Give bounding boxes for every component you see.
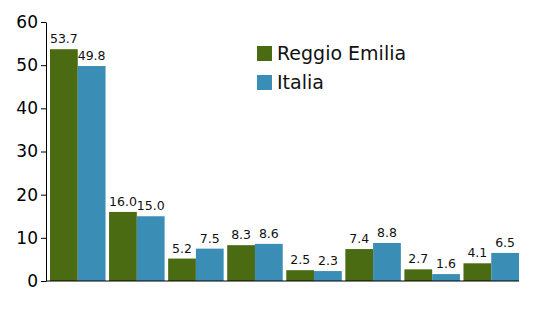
tick-mark: [41, 152, 46, 153]
data-label: 53.7: [50, 31, 78, 46]
bar: [491, 253, 519, 281]
tick-mark: [41, 238, 46, 239]
legend: Reggio Emilia Italia: [257, 42, 406, 93]
tick: 60: [16, 12, 46, 32]
tick: 50: [16, 55, 46, 75]
tick-label: 0: [27, 271, 38, 291]
bar: [168, 259, 196, 281]
data-label: 8.3: [231, 227, 251, 242]
data-label: 7.5: [200, 231, 220, 246]
data-label: 2.7: [408, 251, 428, 266]
legend-label: Reggio Emilia: [277, 42, 406, 64]
bar: [345, 249, 373, 281]
bar: [286, 270, 314, 281]
tick-label: 30: [16, 141, 38, 161]
bar: [404, 269, 432, 281]
data-label: 16.0: [109, 194, 137, 209]
tick-label: 20: [16, 185, 38, 205]
axis-line: [46, 23, 47, 282]
bar: [432, 274, 460, 281]
tick: 30: [16, 141, 46, 161]
data-label: 7.4: [349, 231, 369, 246]
tick-mark: [41, 22, 46, 23]
tick: 40: [16, 98, 46, 118]
tick-label: 60: [16, 12, 38, 32]
bar: [255, 244, 283, 281]
data-label: 6.5: [495, 235, 515, 250]
tick: 10: [16, 228, 46, 248]
tick-label: 10: [16, 228, 38, 248]
x-axis: [46, 281, 519, 282]
tick-label: 50: [16, 55, 38, 75]
y-axis: 0 10 20 30 40 50 60: [16, 12, 46, 291]
bar: [109, 212, 137, 281]
axis-line: [46, 281, 519, 282]
bar: [78, 66, 106, 281]
legend-label: Italia: [277, 71, 324, 93]
data-label: 49.8: [78, 48, 106, 63]
bar: [50, 49, 78, 281]
legend-swatch: [257, 75, 272, 90]
tick-mark: [41, 281, 46, 282]
bar: [373, 243, 401, 281]
bar: [463, 263, 491, 281]
tick: 20: [16, 185, 46, 205]
data-labels: 53.7 16.0 5.2 8.3 2.5 7.4 2.7 4.1 49.8 15.0 7.5 8.6…: [50, 31, 515, 271]
tick-mark: [41, 108, 46, 109]
data-label: 2.5: [290, 252, 310, 267]
tick: 0: [27, 271, 46, 291]
data-label: 8.8: [377, 225, 397, 240]
chart: 53.7 16.0 5.2 8.3 2.5 7.4 2.7 4.1 49.8 15.0 7.5 8.6…: [0, 0, 533, 324]
data-label: 5.2: [172, 241, 192, 256]
data-label: 15.0: [137, 198, 165, 213]
legend-entry: Italia: [257, 71, 324, 93]
bar: [227, 245, 255, 281]
bar: [314, 271, 342, 281]
tick-label: 40: [16, 98, 38, 118]
legend-swatch: [257, 46, 272, 61]
legend-entry: Reggio Emilia: [257, 42, 406, 64]
tick-mark: [41, 65, 46, 66]
bar: [196, 249, 224, 281]
data-label: 4.1: [467, 245, 487, 260]
data-label: 2.3: [318, 253, 338, 268]
bars: [50, 49, 519, 281]
bar: [137, 216, 165, 281]
data-label: 8.6: [259, 226, 279, 241]
data-label: 1.6: [436, 256, 456, 271]
tick-mark: [41, 195, 46, 196]
